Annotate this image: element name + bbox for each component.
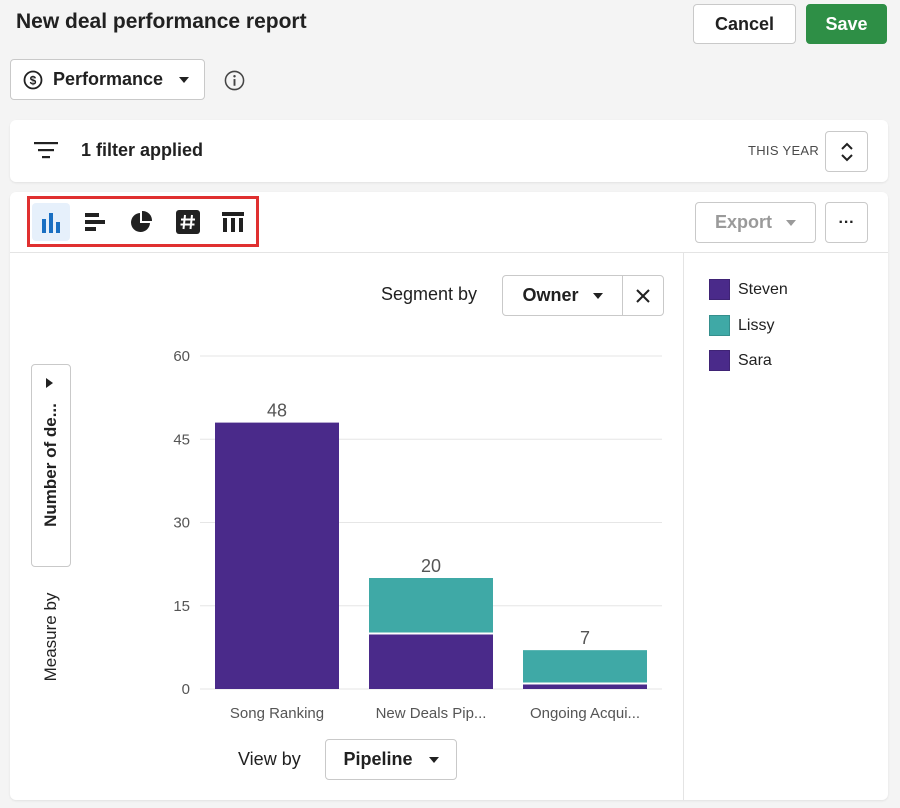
bar-chart-icon	[85, 213, 105, 231]
date-range-stepper[interactable]	[825, 131, 868, 172]
legend-item[interactable]: Sara	[709, 350, 772, 371]
pie-chart-icon	[131, 210, 153, 232]
view-by-select[interactable]: Pipeline	[325, 739, 457, 780]
bar-total-label: 48	[267, 401, 287, 421]
legend-swatch	[709, 279, 730, 300]
bar-segment	[215, 422, 339, 689]
table-button[interactable]	[214, 203, 252, 241]
legend-label: Lissy	[738, 316, 775, 334]
clear-segment-button[interactable]	[622, 275, 664, 316]
filter-icon[interactable]	[34, 140, 58, 160]
y-tick-label: 60	[173, 348, 190, 365]
pie-chart-button[interactable]	[122, 203, 160, 241]
y-tick-label: 0	[182, 681, 190, 698]
measure-by-select[interactable]	[31, 364, 71, 567]
y-tick-label: 45	[173, 431, 190, 448]
y-tick-label: 15	[173, 598, 190, 615]
chevron-down-icon	[786, 219, 796, 226]
scorecard-button[interactable]	[169, 203, 207, 241]
view-by-label: View by	[238, 749, 301, 769]
close-icon	[636, 288, 650, 303]
report-panel	[10, 192, 888, 800]
legend-swatch	[709, 315, 730, 336]
info-icon[interactable]	[224, 70, 245, 91]
chevron-down-icon	[592, 292, 603, 299]
bar-segment	[369, 633, 493, 689]
chevron-down-icon	[179, 76, 190, 83]
legend-item[interactable]: Steven	[709, 279, 788, 300]
report-type-select[interactable]: $ Performance	[10, 59, 205, 100]
save-button[interactable]: Save	[806, 4, 887, 44]
cancel-button[interactable]: Cancel	[693, 4, 796, 44]
filter-summary[interactable]: 1 filter applied	[81, 140, 204, 160]
export-button[interactable]: Export	[695, 202, 816, 243]
bar-total-label: 20	[421, 556, 441, 576]
dollar-circle-icon: $	[23, 70, 43, 89]
y-tick-label: 30	[173, 515, 190, 532]
segment-by-select[interactable]: Owner	[502, 275, 623, 316]
x-tick-label: New Deals Pip...	[376, 705, 487, 722]
view-by-value: Pipeline	[343, 749, 413, 769]
legend-item[interactable]: Lissy	[709, 315, 774, 336]
filter-bar	[10, 120, 888, 182]
x-tick-label: Ongoing Acqui...	[530, 705, 640, 722]
chart-type-selector	[27, 196, 259, 247]
column-chart-button[interactable]	[32, 203, 70, 241]
segment-by-value: Owner	[522, 285, 579, 305]
chevron-down-icon	[428, 756, 439, 763]
legend-label: Steven	[738, 280, 788, 298]
date-range-label: THIS YEAR	[748, 143, 820, 158]
column-chart-icon	[42, 213, 60, 233]
svg-text:$: $	[30, 73, 37, 87]
legend-divider	[683, 253, 684, 800]
bar-segment	[523, 683, 647, 689]
toolbar-divider	[10, 252, 888, 253]
segment-by-label: Segment by	[381, 284, 478, 304]
bar-segment	[523, 650, 647, 684]
more-options-button[interactable]: ···	[825, 202, 868, 243]
table-icon	[222, 212, 244, 232]
bar-segment	[369, 578, 493, 634]
legend-swatch	[709, 350, 730, 371]
bar-total-label: 7	[580, 628, 590, 648]
legend-label: Sara	[738, 351, 772, 369]
report-type-label: Performance	[53, 69, 164, 89]
scorecard-icon	[176, 210, 200, 234]
export-label: Export	[714, 212, 772, 232]
x-tick-label: Song Ranking	[230, 705, 324, 722]
chevron-right-icon	[46, 378, 53, 388]
bar-chart-button[interactable]	[76, 203, 114, 241]
page-title: New deal performance report	[16, 10, 307, 33]
chevron-up-down-icon	[840, 142, 853, 161]
ellipsis-icon: ···	[838, 213, 855, 231]
